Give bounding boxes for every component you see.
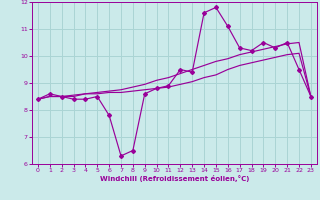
X-axis label: Windchill (Refroidissement éolien,°C): Windchill (Refroidissement éolien,°C) [100,175,249,182]
